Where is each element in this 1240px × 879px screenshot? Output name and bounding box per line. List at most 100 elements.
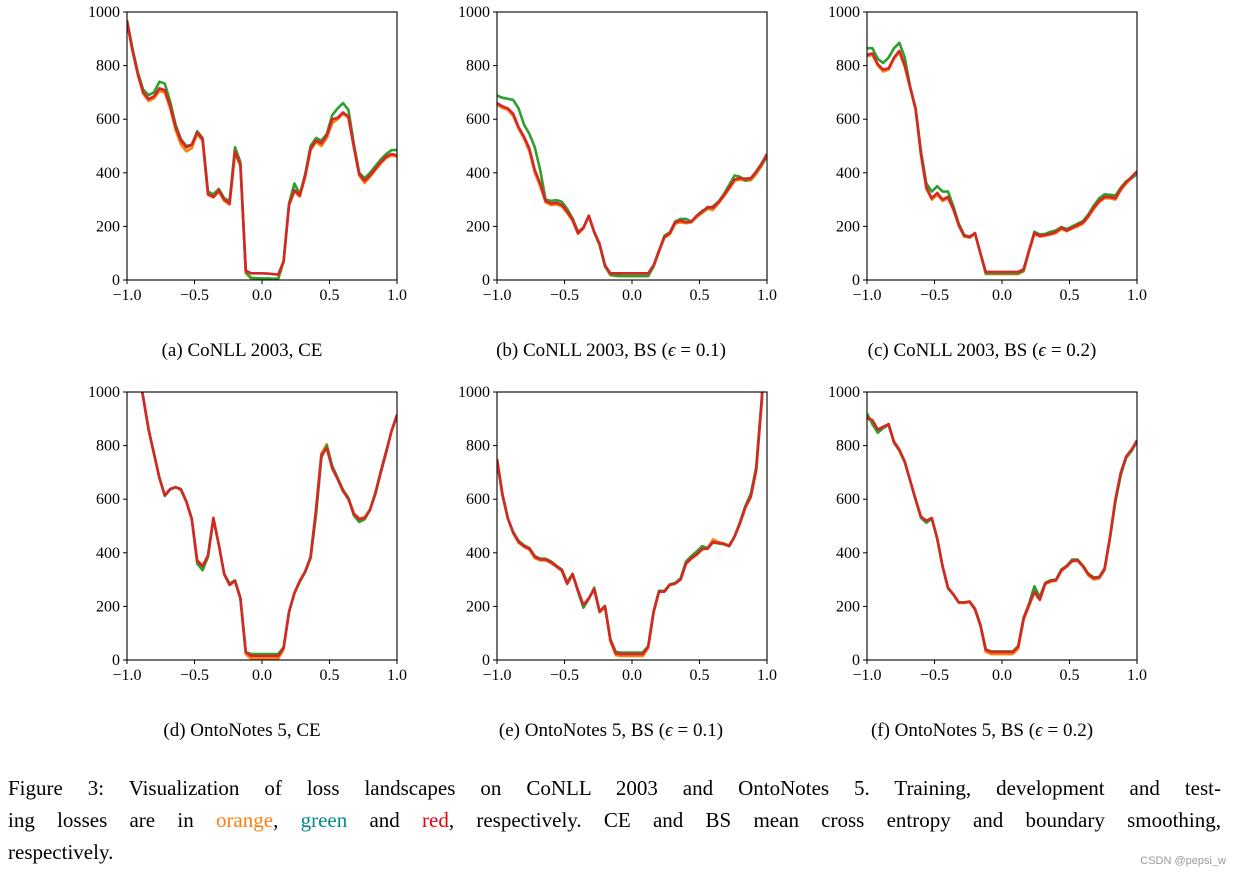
axes-frame bbox=[496, 391, 768, 661]
epsilon-symbol: ϵ bbox=[1035, 720, 1043, 741]
x-tick-label: 0.0 bbox=[252, 667, 272, 684]
dev-loss-line bbox=[140, 392, 397, 656]
y-tick-label: 400 bbox=[466, 545, 490, 562]
caption-text: = 0.1) bbox=[675, 340, 726, 361]
subplot-caption-a: (a) CoNLL 2003, CE bbox=[161, 340, 323, 361]
caption-text: ing losses are in bbox=[8, 808, 216, 832]
caption-text: and bbox=[347, 808, 423, 832]
y-tick-label: 800 bbox=[466, 438, 490, 455]
y-tick-label: 400 bbox=[96, 545, 120, 562]
y-tick-label: 1000 bbox=[828, 384, 860, 401]
caption-text: (e) OntoNotes 5, BS ( bbox=[498, 720, 666, 741]
axes-frame bbox=[866, 391, 1138, 661]
x-tick-label: 0.0 bbox=[992, 287, 1012, 304]
epsilon-symbol: ϵ bbox=[667, 340, 676, 361]
y-tick-label: 0 bbox=[482, 272, 490, 289]
series-group bbox=[497, 94, 767, 278]
train-loss-line bbox=[497, 392, 764, 658]
x-tick-label: −0.5 bbox=[920, 667, 949, 684]
x-tick-label: −0.5 bbox=[550, 667, 579, 684]
caption-line-3: respectively. bbox=[8, 840, 114, 864]
caption-text: = 0.2) bbox=[1046, 340, 1097, 361]
caption-red-word: red bbox=[422, 808, 449, 832]
x-tick-label: 1.0 bbox=[757, 667, 777, 684]
axes-frame bbox=[126, 11, 398, 281]
y-tick-label: 800 bbox=[466, 58, 490, 75]
x-tick-label: 0.0 bbox=[252, 287, 272, 304]
y-tick-label: 400 bbox=[96, 165, 120, 182]
series-group bbox=[867, 41, 1137, 276]
series-group bbox=[867, 412, 1137, 656]
y-tick-label: 400 bbox=[466, 165, 490, 182]
caption-text: , respectively. CE and BS mean cross ent… bbox=[448, 808, 1221, 832]
test-loss-line bbox=[127, 21, 397, 276]
x-tick-label: 1.0 bbox=[387, 667, 407, 684]
watermark: CSDN @pepsi_w bbox=[1140, 855, 1226, 867]
y-tick-label: 200 bbox=[96, 598, 120, 615]
y-tick-label: 600 bbox=[836, 491, 860, 508]
x-tick-label: −0.5 bbox=[920, 287, 949, 304]
x-tick-label: 0.5 bbox=[690, 287, 710, 304]
y-tick-label: 200 bbox=[466, 218, 490, 235]
y-tick-label: 0 bbox=[852, 272, 860, 289]
x-tick-label: −1.0 bbox=[482, 667, 511, 684]
axes-frame bbox=[126, 391, 398, 661]
x-tick-label: 0.5 bbox=[690, 667, 710, 684]
x-tick-label: −0.5 bbox=[180, 667, 209, 684]
caption-green-word: green bbox=[300, 808, 348, 832]
caption-text: = 0.2) bbox=[1042, 720, 1094, 741]
series-group bbox=[497, 392, 764, 658]
figure-caption: Figure 3: Visualization of loss landscap… bbox=[8, 772, 1221, 868]
subplot-b: −1.0 −0.5 0.0 0.5 1.0 0 200 400 600 800 1000 bbox=[458, 4, 777, 304]
test-loss-line bbox=[497, 102, 767, 275]
y-tick-label: 800 bbox=[96, 58, 120, 75]
x-tick-label: −1.0 bbox=[112, 287, 141, 304]
y-tick-label: 600 bbox=[96, 491, 120, 508]
y-tick-label: 600 bbox=[466, 111, 490, 128]
y-tick-label: 0 bbox=[852, 652, 860, 669]
y-tick-label: 200 bbox=[96, 218, 120, 235]
y-tick-label: 800 bbox=[836, 438, 860, 455]
caption-line-1: Figure 3: Visualization of loss landscap… bbox=[8, 776, 1221, 800]
x-tick-label: 1.0 bbox=[387, 287, 407, 304]
subplot-caption-d: (d) OntoNotes 5, CE bbox=[163, 720, 321, 741]
dev-loss-line bbox=[497, 94, 767, 278]
y-tick-label: 1000 bbox=[458, 4, 490, 21]
x-tick-label: 0.5 bbox=[320, 667, 340, 684]
chart-svg: −1.0 −0.5 0.0 0.5 1.0 0 200 400 600 800 1000 bbox=[458, 384, 777, 684]
epsilon-symbol: ϵ bbox=[665, 720, 673, 741]
chart-svg: −1.0 −0.5 0.0 0.5 1.0 0 200 400 600 800 1000 bbox=[88, 384, 407, 684]
x-tick-label: −1.0 bbox=[852, 667, 881, 684]
chart-svg: −1.0 −0.5 0.0 0.5 1.0 0 200 400 600 800 1000 bbox=[458, 4, 777, 304]
axes-frame bbox=[866, 11, 1138, 281]
y-tick-label: 0 bbox=[112, 652, 120, 669]
x-tick-label: −0.5 bbox=[180, 287, 209, 304]
caption-text: = 0.1) bbox=[672, 720, 724, 741]
train-loss-line bbox=[127, 22, 397, 280]
x-tick-label: −1.0 bbox=[852, 287, 881, 304]
x-tick-label: 1.0 bbox=[1127, 667, 1147, 684]
x-tick-label: 1.0 bbox=[757, 287, 777, 304]
x-tick-label: 0.5 bbox=[1060, 667, 1080, 684]
dev-loss-line bbox=[497, 392, 764, 654]
subplot-caption-e: (e) OntoNotes 5, BS (ϵ = 0.1) bbox=[499, 720, 723, 742]
y-tick-label: 200 bbox=[466, 598, 490, 615]
subplot-c: −1.0 −0.5 0.0 0.5 1.0 0 200 400 600 800 1000 bbox=[828, 4, 1147, 304]
x-tick-label: 0.5 bbox=[1060, 287, 1080, 304]
x-tick-label: 0.0 bbox=[992, 667, 1012, 684]
y-tick-label: 200 bbox=[836, 598, 860, 615]
y-tick-label: 400 bbox=[836, 545, 860, 562]
subplot-e: −1.0 −0.5 0.0 0.5 1.0 0 200 400 600 800 1000 bbox=[458, 384, 777, 684]
y-tick-label: 400 bbox=[836, 165, 860, 182]
y-tick-label: 0 bbox=[482, 652, 490, 669]
y-tick-label: 200 bbox=[836, 218, 860, 235]
caption-text: (c) CoNLL 2003, BS ( bbox=[867, 340, 1039, 361]
y-tick-label: 1000 bbox=[88, 384, 120, 401]
subplot-caption-b: (b) CoNLL 2003, BS (ϵ = 0.1) bbox=[496, 340, 726, 362]
y-tick-label: 1000 bbox=[458, 384, 490, 401]
test-loss-line bbox=[867, 49, 1137, 274]
x-tick-label: −1.0 bbox=[112, 667, 141, 684]
test-loss-line bbox=[867, 416, 1137, 654]
x-tick-label: 0.5 bbox=[320, 287, 340, 304]
subplot-f: −1.0 −0.5 0.0 0.5 1.0 0 200 400 600 800 1000 bbox=[828, 384, 1147, 684]
